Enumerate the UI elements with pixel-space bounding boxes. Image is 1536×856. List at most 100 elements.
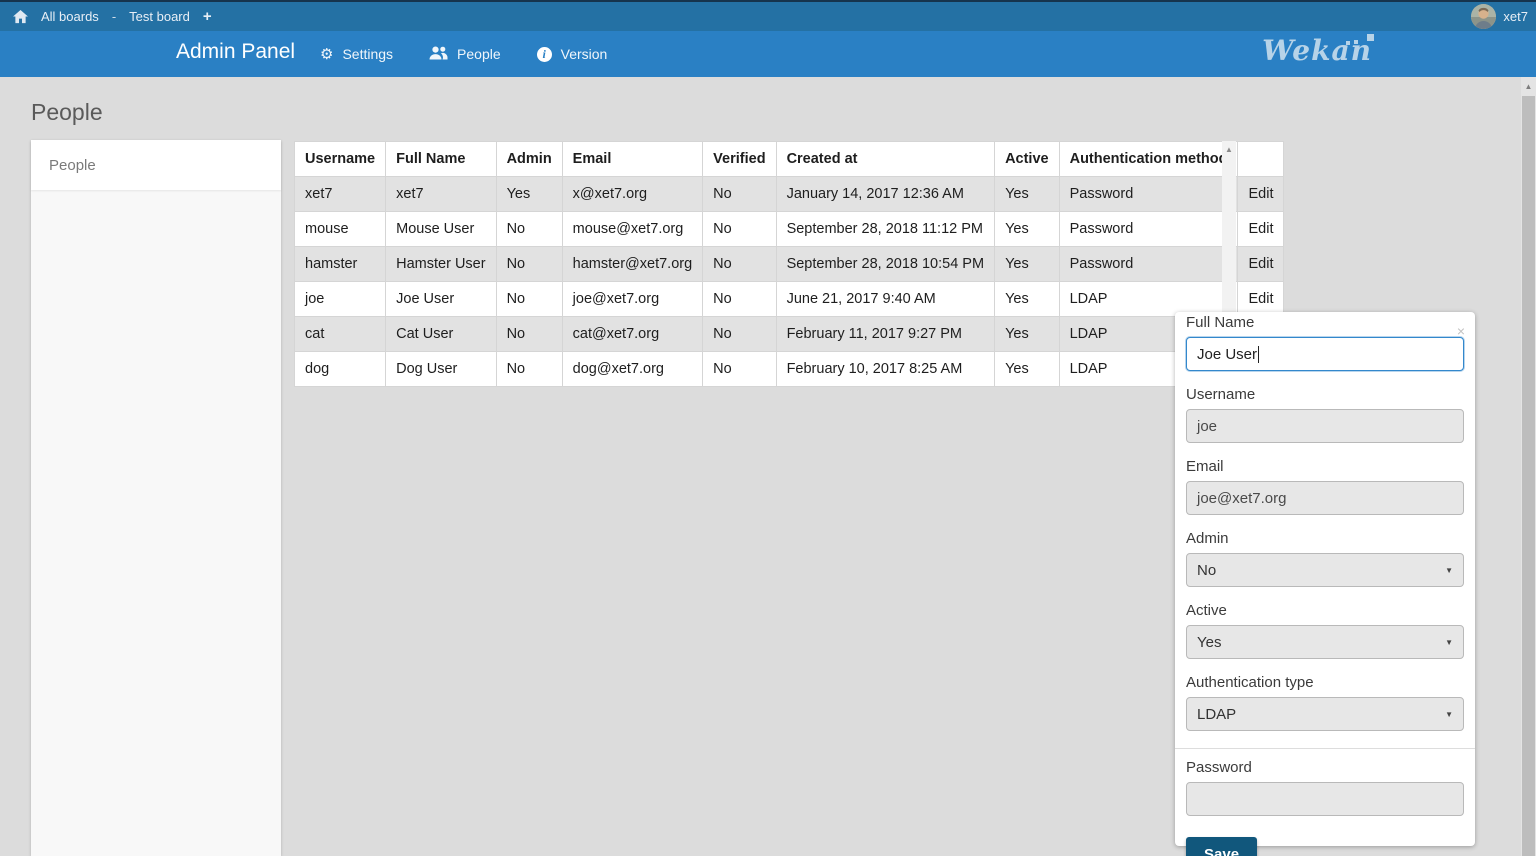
chevron-down-icon: ▼ bbox=[1445, 709, 1453, 719]
column-header: Verified bbox=[702, 141, 777, 177]
username-group: Username joe bbox=[1186, 386, 1464, 443]
people-table-wrap: Username Full Name Admin Email Verified Creat… bbox=[293, 141, 1285, 387]
wekan-logo: Wekan bbox=[1262, 34, 1374, 67]
edit-cell: Edit bbox=[1237, 281, 1285, 317]
table-cell: No bbox=[495, 316, 563, 352]
full-name-label: Full Name bbox=[1186, 314, 1255, 331]
table-cell: hamster@xet7.org bbox=[561, 246, 704, 282]
table-cell: cat@xet7.org bbox=[561, 316, 704, 352]
column-header: Authentication method bbox=[1058, 141, 1239, 177]
admin-header-bar: Admin Panel ⚙ Settings People i bbox=[0, 31, 1536, 77]
email-field-label: Email bbox=[1186, 458, 1224, 475]
table-cell: Dog User bbox=[385, 351, 497, 387]
sidebar-item-people[interactable]: People bbox=[31, 140, 281, 190]
table-cell: No bbox=[702, 246, 777, 282]
table-cell: No bbox=[495, 211, 563, 247]
chevron-down-icon: ▼ bbox=[1445, 565, 1453, 575]
table-cell: joe bbox=[293, 281, 387, 317]
admin-nav: ⚙ Settings People i Version bbox=[320, 31, 607, 77]
table-row: xet7 xet7 Yes x@xet7.org No January 14, 2017 … bbox=[293, 176, 1285, 212]
table-cell: Yes bbox=[994, 211, 1060, 247]
admin-select-label: Admin bbox=[1186, 530, 1229, 547]
sidebar: People bbox=[31, 140, 281, 856]
breadcrumb-board-name[interactable]: Test board bbox=[129, 9, 190, 24]
table-row: joe Joe User No joe@xet7.org No June 21, 2017… bbox=[293, 281, 1285, 317]
table-cell: x@xet7.org bbox=[561, 176, 704, 212]
auth-type-group: Authentication type LDAP ▼ bbox=[1186, 674, 1464, 731]
user-menu[interactable]: xet7 bbox=[1471, 4, 1528, 29]
active-select-label: Active bbox=[1186, 602, 1227, 619]
table-cell: No bbox=[702, 211, 777, 247]
table-cell: hamster bbox=[293, 246, 387, 282]
edit-cell: Edit bbox=[1237, 246, 1285, 282]
table-cell: June 21, 2017 9:40 AM bbox=[775, 281, 996, 317]
column-header: Email bbox=[561, 141, 704, 177]
table-cell: Yes bbox=[994, 281, 1060, 317]
logo-pixel-dot bbox=[1346, 41, 1350, 45]
avatar[interactable] bbox=[1471, 4, 1497, 29]
nav-settings-label: Settings bbox=[342, 46, 394, 62]
chevron-down-icon: ▼ bbox=[1445, 637, 1453, 647]
password-input[interactable] bbox=[1186, 782, 1464, 816]
people-icon bbox=[429, 46, 448, 63]
nav-people[interactable]: People bbox=[429, 46, 501, 63]
top-breadcrumb-bar: All boards - Test board + xet7 bbox=[0, 0, 1536, 31]
column-header: Full Name bbox=[385, 141, 497, 177]
table-cell: Yes bbox=[994, 246, 1060, 282]
edit-link[interactable]: Edit bbox=[1248, 221, 1274, 237]
full-name-value: Joe User bbox=[1197, 345, 1258, 363]
full-name-input[interactable]: Joe User bbox=[1186, 337, 1464, 371]
table-cell: Yes bbox=[994, 351, 1060, 387]
table-row: hamster Hamster User No hamster@xet7.org No S… bbox=[293, 246, 1285, 282]
admin-select[interactable]: No ▼ bbox=[1186, 553, 1464, 587]
logo-pixel-dot bbox=[1354, 40, 1358, 44]
admin-group: Admin No ▼ bbox=[1186, 530, 1464, 587]
table-cell: dog@xet7.org bbox=[561, 351, 704, 387]
logo-pixel-dot bbox=[1367, 34, 1374, 41]
edit-link[interactable]: Edit bbox=[1248, 291, 1274, 307]
window-scrollbar[interactable]: ▲ bbox=[1521, 77, 1536, 856]
column-header: Admin bbox=[495, 141, 563, 177]
table-cell: No bbox=[702, 176, 777, 212]
table-cell: joe@xet7.org bbox=[561, 281, 704, 317]
edit-cell: Edit bbox=[1237, 211, 1285, 247]
nav-settings[interactable]: ⚙ Settings bbox=[320, 46, 393, 62]
table-cell: cat bbox=[293, 316, 387, 352]
table-row: mouse Mouse User No mouse@xet7.org No Septemb… bbox=[293, 211, 1285, 247]
column-header: Active bbox=[994, 141, 1060, 177]
table-cell: No bbox=[495, 246, 563, 282]
edit-cell: Edit bbox=[1237, 176, 1285, 212]
home-icon[interactable] bbox=[13, 9, 28, 24]
active-select[interactable]: Yes ▼ bbox=[1186, 625, 1464, 659]
nav-version[interactable]: i Version bbox=[536, 46, 607, 62]
table-cell: January 14, 2017 12:36 AM bbox=[775, 176, 996, 212]
column-header bbox=[1237, 141, 1285, 177]
table-cell: xet7 bbox=[293, 176, 387, 212]
table-row: dog Dog User No dog@xet7.org No February 10, … bbox=[293, 351, 1285, 387]
window-scrollbar-thumb[interactable] bbox=[1522, 96, 1535, 856]
close-icon[interactable]: × bbox=[1456, 323, 1465, 339]
breadcrumb-all-boards[interactable]: All boards bbox=[41, 9, 99, 24]
auth-type-select-value: LDAP bbox=[1197, 705, 1237, 723]
table-cell: Yes bbox=[994, 316, 1060, 352]
scroll-up-icon[interactable]: ▲ bbox=[1524, 82, 1533, 91]
email-input: joe@xet7.org bbox=[1186, 481, 1464, 515]
page-title: People bbox=[31, 99, 103, 125]
edit-user-panel: × Full Name Joe User Username joe Email … bbox=[1175, 312, 1475, 856]
add-board-icon[interactable]: + bbox=[202, 8, 212, 25]
sidebar-item-label: People bbox=[49, 156, 96, 174]
edit-link[interactable]: Edit bbox=[1248, 186, 1274, 202]
auth-type-select[interactable]: LDAP ▼ bbox=[1186, 697, 1464, 731]
edit-link[interactable]: Edit bbox=[1248, 256, 1274, 272]
table-cell: September 28, 2018 10:54 PM bbox=[775, 246, 996, 282]
full-name-group: Full Name Joe User bbox=[1186, 314, 1464, 371]
email-group: Email joe@xet7.org bbox=[1186, 458, 1464, 515]
admin-panel-title: Admin Panel bbox=[176, 40, 296, 63]
save-button[interactable]: Save bbox=[1186, 837, 1258, 856]
email-value: joe@xet7.org bbox=[1197, 489, 1287, 507]
table-cell: dog bbox=[293, 351, 387, 387]
wekan-logo-text: Wekan bbox=[1262, 34, 1372, 67]
scroll-up-icon[interactable]: ▲ bbox=[1225, 145, 1233, 154]
table-cell: xet7 bbox=[385, 176, 497, 212]
